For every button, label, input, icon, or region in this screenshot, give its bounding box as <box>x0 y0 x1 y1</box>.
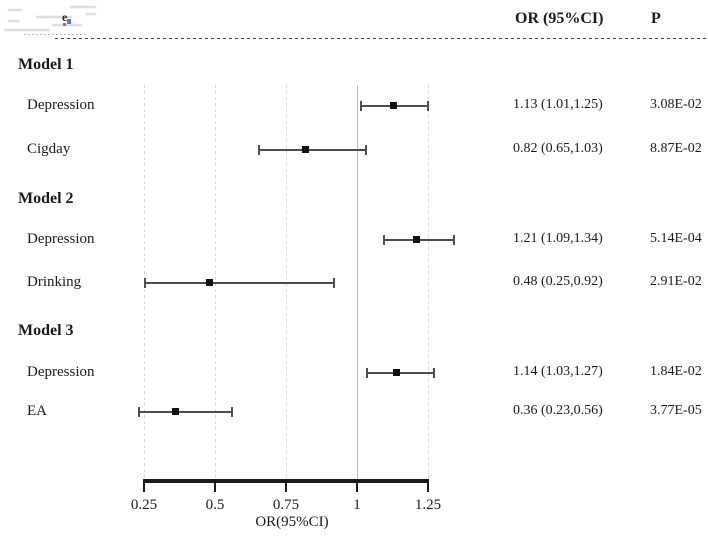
x-axis-tick <box>285 483 287 492</box>
group-label-model-3: Model 3 <box>18 322 74 339</box>
or-point-marker <box>390 102 397 109</box>
ci-cap-low <box>360 101 362 111</box>
ci-cap-low <box>383 235 385 245</box>
ci-cap-high <box>365 145 367 155</box>
p-value: 3.77E-05 <box>650 403 702 418</box>
ci-cap-low <box>366 368 368 378</box>
x-axis-tick <box>356 483 358 492</box>
x-axis-tick <box>427 483 429 492</box>
ci-cap-low <box>144 278 146 288</box>
ci-cap-low <box>138 407 140 417</box>
or-point-marker <box>302 146 309 153</box>
x-axis-tick <box>143 483 145 492</box>
thumbnail-smudge <box>8 20 20 22</box>
x-axis-tick-label: 1 <box>353 497 361 513</box>
or-point-marker <box>413 236 420 243</box>
corner-thumbnail-artifact: e <box>0 0 112 40</box>
ci-whisker <box>144 282 334 284</box>
ci-cap-high <box>453 235 455 245</box>
row-label: Depression <box>27 97 95 113</box>
ci-cap-high <box>231 407 233 417</box>
or-ci-value: 0.82 (0.65,1.03) <box>513 141 603 156</box>
or-point-marker <box>206 279 213 286</box>
thumbnail-smudge <box>4 29 50 31</box>
artifact-pixel <box>67 19 71 24</box>
x-axis-tick-label: 0.5 <box>205 497 225 513</box>
x-axis-tick-label: 0.25 <box>130 497 158 513</box>
or-ci-value: 0.48 (0.25,0.92) <box>513 274 603 289</box>
p-value: 2.91E-02 <box>650 274 702 289</box>
x-axis-tick <box>214 483 216 492</box>
thumbnail-smudge <box>36 16 72 18</box>
thumbnail-smudge <box>8 9 22 11</box>
p-value: 5.14E-04 <box>650 231 702 246</box>
gridline-1.25 <box>428 85 429 481</box>
ci-cap-high <box>333 278 335 288</box>
p-column-header: P <box>651 10 661 27</box>
or-point-marker <box>393 369 400 376</box>
ci-whisker <box>138 411 232 413</box>
thumbnail-mini-axis <box>24 34 88 35</box>
thumbnail-smudge <box>86 13 96 15</box>
thumbnail-smudge <box>70 6 96 8</box>
or-ci-value: 1.21 (1.09,1.34) <box>513 231 603 246</box>
row-label: Cigday <box>27 141 71 157</box>
artifact-glyph: e <box>62 10 68 24</box>
or-ci-value: 0.36 (0.23,0.56) <box>513 403 603 418</box>
ci-whisker <box>366 372 434 374</box>
group-label-model-2: Model 2 <box>18 190 74 207</box>
or-column-header: OR (95%CI) <box>515 10 604 27</box>
or-point-marker <box>172 408 179 415</box>
artifact-pixel <box>63 23 66 26</box>
ci-cap-low <box>258 145 260 155</box>
reference-line-or-1 <box>357 85 358 481</box>
header-divider <box>55 38 708 39</box>
ci-cap-high <box>433 368 435 378</box>
ci-whisker <box>258 149 366 151</box>
p-value: 1.84E-02 <box>650 364 702 379</box>
p-value: 3.08E-02 <box>650 97 702 112</box>
x-axis-tick-label: 1.25 <box>414 497 442 513</box>
row-label: EA <box>27 403 47 419</box>
x-axis-title: OR(95%CI) <box>255 514 329 530</box>
row-label: Drinking <box>27 274 82 290</box>
x-axis-line <box>143 479 429 483</box>
p-value: 8.87E-02 <box>650 141 702 156</box>
row-label: Depression <box>27 231 95 247</box>
or-ci-value: 1.14 (1.03,1.27) <box>513 364 603 379</box>
group-label-model-1: Model 1 <box>18 56 74 73</box>
row-label: Depression <box>27 364 95 380</box>
ci-cap-high <box>427 101 429 111</box>
x-axis-tick-label: 0.75 <box>272 497 300 513</box>
or-ci-value: 1.13 (1.01,1.25) <box>513 97 603 112</box>
thumbnail-smudge <box>52 24 82 26</box>
